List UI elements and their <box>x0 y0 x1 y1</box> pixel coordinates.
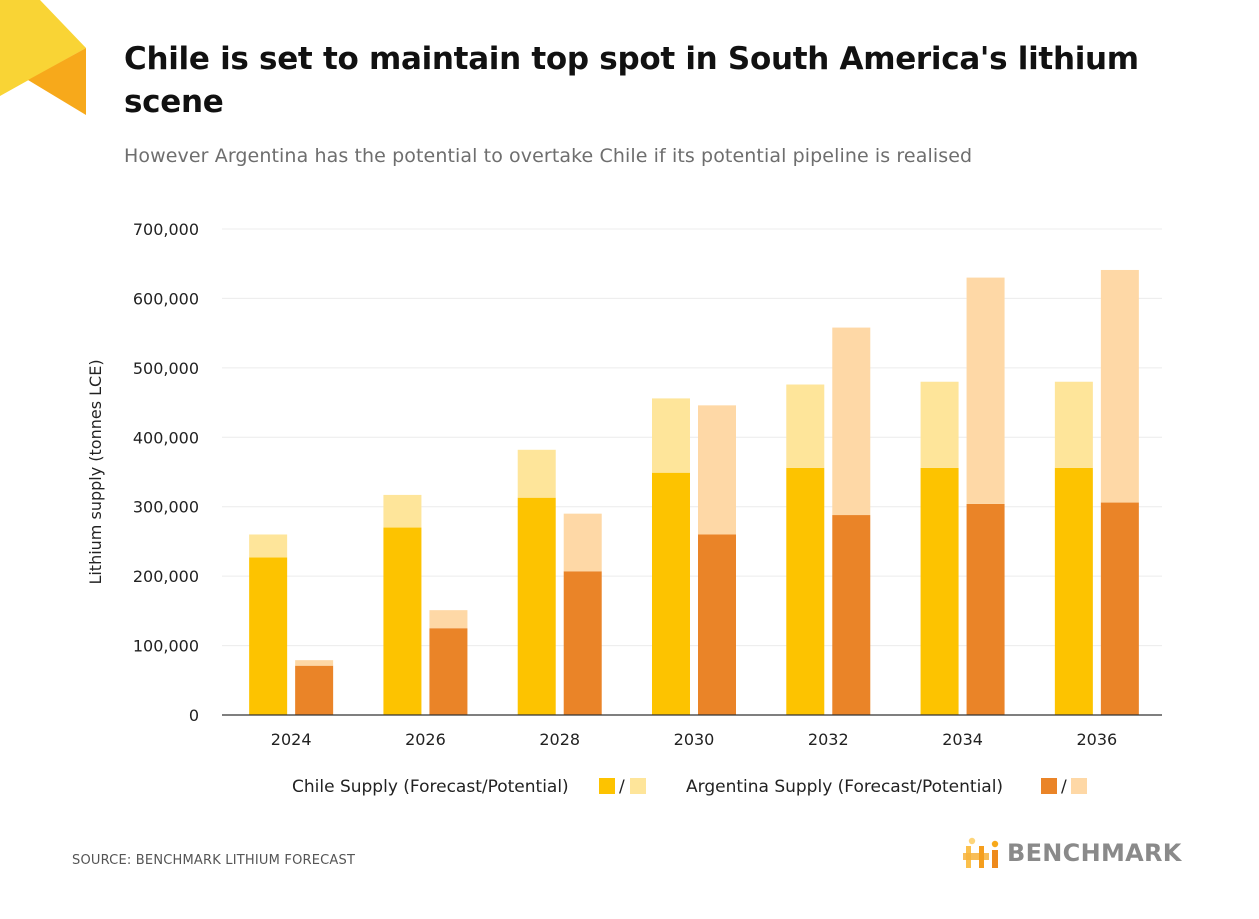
legend-argentina-label: Argentina Supply (Forecast/Potential) <box>686 777 1003 797</box>
legend-chile-potential-swatch <box>630 778 646 794</box>
corner-logo-light-shape <box>0 0 86 96</box>
bar-argentina-potential <box>832 327 871 516</box>
x-tick-label: 2032 <box>808 730 849 749</box>
y-tick-label: 400,000 <box>133 428 199 447</box>
bar-chart: 0 100,000 200,000 300,000 400,000 500,000 600,… <box>86 220 1162 797</box>
bar-argentina-potential <box>966 277 1005 504</box>
y-tick-label: 200,000 <box>133 567 199 586</box>
bar-argentina-forecast <box>563 571 602 715</box>
bar-chile-potential <box>652 398 690 473</box>
bar-chile-potential <box>517 449 556 498</box>
x-tick-label: 2026 <box>405 730 446 749</box>
bar-argentina-forecast <box>295 665 334 715</box>
bar-chile-forecast <box>383 527 422 715</box>
bar-chile-potential <box>1054 381 1093 468</box>
bar-chile-potential <box>786 384 825 468</box>
legend-argentina-potential-swatch <box>1071 778 1087 794</box>
x-tick-label: 2034 <box>942 730 983 749</box>
bar-argentina-forecast <box>966 503 1005 715</box>
bar-chile-forecast <box>786 467 825 715</box>
y-axis-title: Lithium supply (tonnes LCE) <box>86 359 105 584</box>
x-tick-label: 2030 <box>674 730 715 749</box>
legend-argentina-forecast-swatch <box>1041 778 1057 794</box>
bar-argentina-potential <box>563 513 602 572</box>
bar-chile-forecast <box>652 472 690 715</box>
y-tick-label: 300,000 <box>133 498 199 517</box>
bar-chile-potential <box>249 534 288 558</box>
corner-logo-dark-shape <box>28 48 86 115</box>
bar-argentina-forecast <box>1100 502 1139 715</box>
y-tick-label: 0 <box>189 706 199 725</box>
x-tick-label: 2036 <box>1076 730 1117 749</box>
y-tick-label: 500,000 <box>133 359 199 378</box>
y-tick-label: 600,000 <box>133 289 199 308</box>
bar-chile-forecast <box>249 557 288 715</box>
bar-argentina-forecast <box>832 515 871 715</box>
chart-title: Chile is set to maintain top spot in Sou… <box>124 41 1139 120</box>
chart-subtitle: However Argentina has the potential to o… <box>124 145 973 167</box>
legend-chile-label: Chile Supply (Forecast/Potential) <box>292 777 569 797</box>
bar-chile-potential <box>920 381 959 468</box>
legend-separator: / <box>619 777 625 797</box>
bar-argentina-potential <box>698 405 736 535</box>
benchmark-logo-icon <box>963 837 999 868</box>
bar-chile-forecast <box>920 467 959 715</box>
x-tick-label: 2024 <box>271 730 312 749</box>
x-tick-label: 2028 <box>539 730 580 749</box>
brand-name: BENCHMARK <box>1007 839 1182 867</box>
legend-chile-forecast-swatch <box>599 778 615 794</box>
source-note: SOURCE: BENCHMARK LITHIUM FORECAST <box>72 853 356 868</box>
bar-argentina-potential <box>1100 269 1139 503</box>
bar-chile-forecast <box>1054 467 1093 715</box>
y-tick-label: 700,000 <box>133 220 199 239</box>
bar-argentina-potential <box>429 610 468 629</box>
y-tick-label: 100,000 <box>133 637 199 656</box>
bar-argentina-forecast <box>698 534 736 715</box>
bar-argentina-potential <box>295 660 334 666</box>
brand-logo: BENCHMARK <box>963 836 1182 870</box>
bar-argentina-forecast <box>429 628 468 715</box>
corner-logo-icon <box>0 0 86 115</box>
legend-separator: / <box>1061 777 1067 797</box>
bar-chile-forecast <box>517 497 556 715</box>
bar-chile-potential <box>383 494 422 528</box>
